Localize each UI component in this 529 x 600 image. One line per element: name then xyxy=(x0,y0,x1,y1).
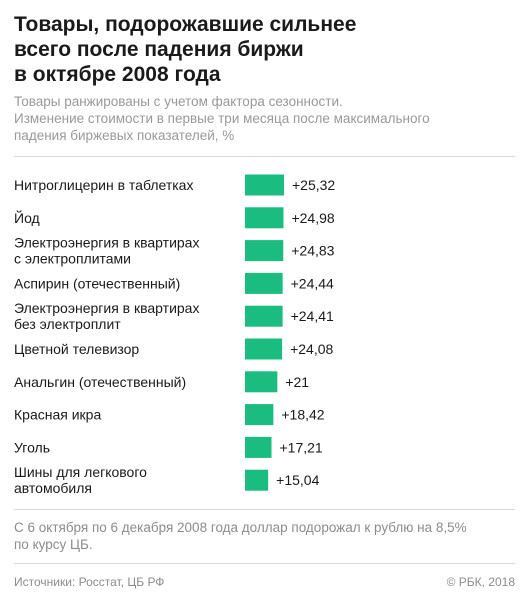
note-line: по курсу ЦБ. xyxy=(14,537,93,552)
bar xyxy=(245,174,284,196)
footer-divider xyxy=(14,563,515,564)
value-label: +24,98 xyxy=(291,210,334,226)
category-label: Нитроглицерин в таблетках xyxy=(14,177,193,193)
chart-note: С 6 октября по 6 декабря 2008 года долла… xyxy=(14,519,519,553)
subtitle-line: падения биржевых показателей, % xyxy=(14,128,235,143)
value-label: +18,42 xyxy=(281,407,324,423)
category-label: Шины для легкового автомобиля xyxy=(14,464,147,496)
category-label: Аспирин (отечественный) xyxy=(14,275,180,291)
subtitle-line: Изменение стоимости в первые три месяца … xyxy=(14,111,430,126)
bar xyxy=(245,469,269,491)
title-line: в октябре 2008 года xyxy=(14,63,221,86)
bar xyxy=(245,404,274,426)
top-divider xyxy=(14,156,515,157)
bar xyxy=(245,436,272,458)
category-label: Электроэнергия в квартирах с электроплита… xyxy=(14,235,199,267)
value-label: +24,41 xyxy=(291,308,334,324)
value-label: +15,04 xyxy=(276,472,319,488)
bar xyxy=(245,240,284,262)
category-label: Цветной телевизор xyxy=(14,341,139,357)
bar-chart: Нитроглицерин в таблетках +25,32 Йод +24,98… xyxy=(14,174,335,496)
category-label: Электроэнергия в квартирах без электропли… xyxy=(14,300,199,332)
bar xyxy=(245,305,283,327)
chart-title: Товары, подорожавшие сильнее всего после… xyxy=(14,12,514,87)
bar xyxy=(245,272,283,294)
subtitle-line: Товары ранжированы с учетом фактора сезо… xyxy=(14,94,343,109)
note-line: С 6 октября по 6 декабря 2008 года долла… xyxy=(14,520,467,535)
source-text: Источники: Росстат, ЦБ РФ xyxy=(14,575,165,589)
category-label: Уголь xyxy=(14,439,50,455)
category-label: Красная икра xyxy=(14,407,101,423)
bar xyxy=(245,338,283,360)
category-label: Йод xyxy=(14,209,40,226)
value-label: +24,83 xyxy=(291,243,334,259)
value-label: +24,44 xyxy=(291,275,334,291)
value-label: +25,32 xyxy=(292,177,335,193)
bottom-divider xyxy=(14,509,515,510)
value-label: +17,21 xyxy=(280,439,323,455)
bar xyxy=(245,207,284,229)
title-line: Товары, подорожавшие сильнее xyxy=(14,13,357,36)
title-line: всего после падения биржи xyxy=(14,38,304,61)
bar xyxy=(245,371,278,393)
category-label: Анальгин (отечественный) xyxy=(14,374,186,390)
value-label: +21 xyxy=(285,374,309,390)
chart-subtitle: Товары ранжированы с учетом фактора сезо… xyxy=(14,93,514,144)
copyright-text: © РБК, 2018 xyxy=(446,575,515,589)
value-label: +24,08 xyxy=(290,341,333,357)
